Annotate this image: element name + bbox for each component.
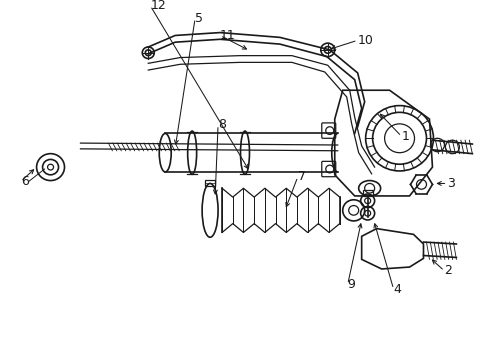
Text: 7: 7 (297, 170, 305, 183)
Text: 2: 2 (444, 264, 451, 278)
Text: 8: 8 (218, 118, 225, 131)
Text: 3: 3 (447, 177, 454, 190)
Text: 10: 10 (357, 34, 373, 47)
Text: 9: 9 (347, 278, 355, 291)
Text: 1: 1 (401, 130, 408, 143)
Text: 6: 6 (20, 175, 28, 188)
Text: 5: 5 (195, 12, 203, 24)
Text: 11: 11 (220, 29, 235, 42)
Bar (362, 190, 372, 196)
Bar (204, 180, 215, 186)
Text: 4: 4 (393, 283, 401, 296)
Text: 12: 12 (150, 0, 166, 12)
